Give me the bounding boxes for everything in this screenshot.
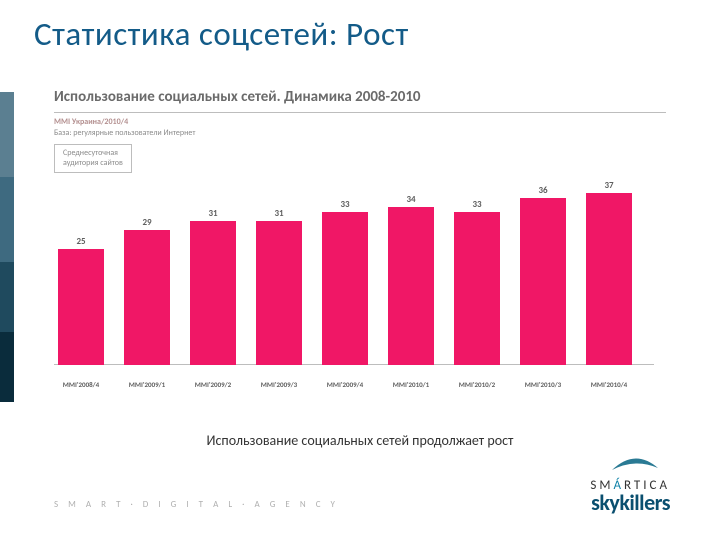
bar-value-label: 33 <box>454 199 500 210</box>
bar-x-label: MMI'2009/3 <box>256 380 302 389</box>
chart-block: Использование социальных сетей. Динамика… <box>54 88 666 408</box>
bar-rect <box>322 212 368 365</box>
bar-value-label: 36 <box>520 185 566 196</box>
swoosh-path <box>612 458 658 470</box>
bar-x-label: MMI'2010/4 <box>586 380 632 389</box>
chart-title: Использование социальных сетей. Динамика… <box>54 88 666 113</box>
bar-rect <box>124 230 170 365</box>
chart-meta-base: База: регулярные пользователи Интернет <box>54 128 666 138</box>
bar-x-label: MMI'2010/2 <box>454 380 500 389</box>
bar-value-label: 34 <box>388 194 434 205</box>
side-accent-segment <box>0 262 14 332</box>
bar-x-label: MMI'2009/4 <box>322 380 368 389</box>
chart-bars-area: 25 MMI'2008/4 29 MMI'2009/1 31 MMI'2009/2 31 MM… <box>54 179 654 389</box>
bar-column: 33 <box>454 199 500 365</box>
legend-line2: аудитория сайтов <box>63 159 123 169</box>
bar-rect <box>520 198 566 365</box>
bar-x-label: MMI'2008/4 <box>58 380 104 389</box>
bar-x-label: MMI'2010/3 <box>520 380 566 389</box>
bar-column: 33 <box>322 199 368 365</box>
bar-rect <box>454 212 500 365</box>
chart-meta-source: MMI Украина/2010/4 <box>54 117 666 127</box>
bar-column: 37 <box>586 180 632 365</box>
bar-x-label: MMI'2009/1 <box>124 380 170 389</box>
bar-x-label: MMI'2009/2 <box>190 380 236 389</box>
bar-value-label: 33 <box>322 199 368 210</box>
bar-column: 25 <box>58 236 104 365</box>
bar-value-label: 37 <box>586 180 632 191</box>
bar-rect <box>256 221 302 365</box>
bar-rect <box>388 207 434 365</box>
brand-logo: SMÁRTICA skykillers <box>590 479 670 514</box>
logo-bottom-line: skykillers <box>590 492 670 514</box>
bar-column: 34 <box>388 194 434 365</box>
side-accent-bar <box>0 92 14 402</box>
bar-column: 31 <box>256 208 302 365</box>
bar-x-label: MMI'2010/1 <box>388 380 434 389</box>
side-accent-segment <box>0 177 14 262</box>
logo-swoosh-icon <box>610 454 660 472</box>
caption-text: Использование социальных сетей продолжае… <box>0 432 720 449</box>
bar-column: 36 <box>520 185 566 365</box>
bar-value-label: 31 <box>190 208 236 219</box>
bar-rect <box>190 221 236 365</box>
slide: Статистика соцсетей: Рост Использование … <box>0 0 720 540</box>
footer-tagline: S M A R T · D I G I T A L · A G E N C Y <box>54 499 339 510</box>
bar-value-label: 29 <box>124 217 170 228</box>
bar-value-label: 25 <box>58 236 104 247</box>
bar-rect <box>58 249 104 365</box>
bar-column: 31 <box>190 208 236 365</box>
bar-value-label: 31 <box>256 208 302 219</box>
side-accent-segment <box>0 92 14 177</box>
chart-legend-box: Среднесуточная аудитория сайтов <box>54 144 132 173</box>
page-title: Статистика соцсетей: Рост <box>34 14 409 54</box>
side-accent-segment <box>0 332 14 402</box>
bar-rect <box>586 193 632 365</box>
bar-column: 29 <box>124 217 170 365</box>
